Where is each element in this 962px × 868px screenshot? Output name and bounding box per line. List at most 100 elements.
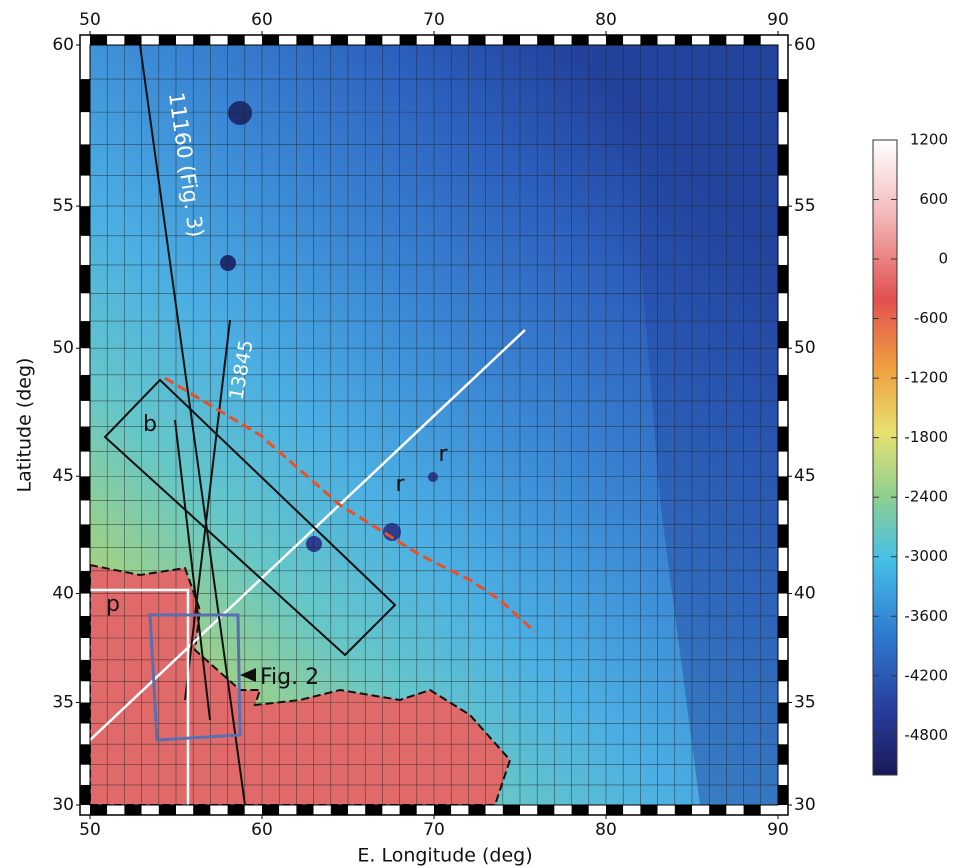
frame-block xyxy=(159,35,176,45)
frame-block xyxy=(80,401,90,427)
frame-block xyxy=(142,35,159,45)
colorbar-tick-label: -3000 xyxy=(904,547,948,565)
frame-block xyxy=(331,35,348,45)
annotation: r xyxy=(395,472,405,497)
frame-block xyxy=(245,805,262,815)
y-tick-label: 35 xyxy=(794,693,816,713)
frame-block xyxy=(80,452,90,477)
y-tick-label: 40 xyxy=(794,584,816,604)
frame-block xyxy=(80,375,90,401)
frame-block xyxy=(778,293,788,321)
frame-block xyxy=(468,805,485,815)
frame-block xyxy=(80,176,90,207)
colorbar-tick-label: -1200 xyxy=(904,369,948,387)
frame-block xyxy=(365,35,382,45)
frame-block xyxy=(503,805,520,815)
frame-block xyxy=(331,805,348,815)
colorbar-tick-label: 600 xyxy=(919,190,948,208)
frame-block xyxy=(778,321,788,348)
frame-block xyxy=(778,401,788,427)
frame-block xyxy=(520,35,537,45)
y-tick-label: 30 xyxy=(52,795,74,815)
frame-block xyxy=(589,35,606,45)
frame-block xyxy=(400,35,417,45)
frame-block xyxy=(778,476,788,500)
frame-block xyxy=(279,805,296,815)
frame-block xyxy=(124,35,141,45)
frame-block xyxy=(486,805,503,815)
frame-block xyxy=(778,79,788,112)
x-tick-label: 80 xyxy=(595,820,617,840)
frame-block xyxy=(778,144,788,175)
frame-block xyxy=(434,805,451,815)
frame-block xyxy=(640,35,657,45)
frame-block xyxy=(778,765,788,785)
frame-block xyxy=(80,476,90,500)
frame-block xyxy=(778,45,788,79)
frame-block xyxy=(658,35,675,45)
x-tick-label: 90 xyxy=(767,10,789,30)
frame-block xyxy=(80,79,90,112)
frame-block xyxy=(778,426,788,451)
frame-block xyxy=(176,805,193,815)
frame-block xyxy=(90,805,107,815)
frame-block xyxy=(778,660,788,681)
y-tick-label: 35 xyxy=(52,693,74,713)
frame-block xyxy=(658,805,675,815)
frame-block xyxy=(80,723,90,744)
frame-block xyxy=(709,35,726,45)
frame-block xyxy=(726,805,743,815)
frame-block xyxy=(778,206,788,236)
colorbar xyxy=(873,140,897,775)
x-tick-label: 80 xyxy=(595,10,617,30)
frame-block xyxy=(107,805,124,815)
frame-block xyxy=(554,805,571,815)
frame-block xyxy=(80,144,90,175)
y-tick-label: 45 xyxy=(794,466,816,486)
frame-block xyxy=(193,35,210,45)
y-tick-label: 45 xyxy=(52,466,74,486)
frame-block xyxy=(778,638,788,660)
frame-block xyxy=(417,805,434,815)
frame-block xyxy=(778,744,788,764)
frame-block xyxy=(80,616,90,638)
frame-block xyxy=(142,805,159,815)
frame-block xyxy=(314,805,331,815)
frame-block xyxy=(572,35,589,45)
frame-block xyxy=(80,45,90,79)
frame-block xyxy=(80,765,90,785)
frame-block xyxy=(262,35,279,45)
colorbar-tick-label: 1200 xyxy=(910,131,948,149)
frame-block xyxy=(640,805,657,815)
frame-block xyxy=(589,805,606,815)
y-tick-label: 30 xyxy=(794,795,816,815)
annotation: Fig. 2 xyxy=(260,665,319,690)
frame-block xyxy=(80,236,90,265)
frame-block xyxy=(554,35,571,45)
frame-block xyxy=(778,176,788,207)
frame-block xyxy=(245,35,262,45)
frame-block xyxy=(80,293,90,321)
frame-block xyxy=(778,265,788,293)
frame-block xyxy=(90,35,107,45)
frame-block xyxy=(314,35,331,45)
frame-block xyxy=(761,805,778,815)
frame-block xyxy=(296,35,313,45)
frame-block xyxy=(778,112,788,144)
frame-block xyxy=(451,35,468,45)
frame-block xyxy=(80,660,90,681)
frame-block xyxy=(675,35,692,45)
frame-block xyxy=(606,35,623,45)
frame-block xyxy=(80,594,90,616)
x-tick-label: 70 xyxy=(423,820,445,840)
y-tick-label: 55 xyxy=(794,196,816,216)
frame-block xyxy=(80,638,90,660)
colorbar-tick-label: -4800 xyxy=(904,726,948,744)
frame-block xyxy=(520,805,537,815)
frame-block xyxy=(228,35,245,45)
colorbar-tick-label: -3600 xyxy=(904,607,948,625)
frame-block xyxy=(623,35,640,45)
frame-block xyxy=(80,744,90,764)
frame-block xyxy=(382,805,399,815)
frame-block xyxy=(80,571,90,594)
